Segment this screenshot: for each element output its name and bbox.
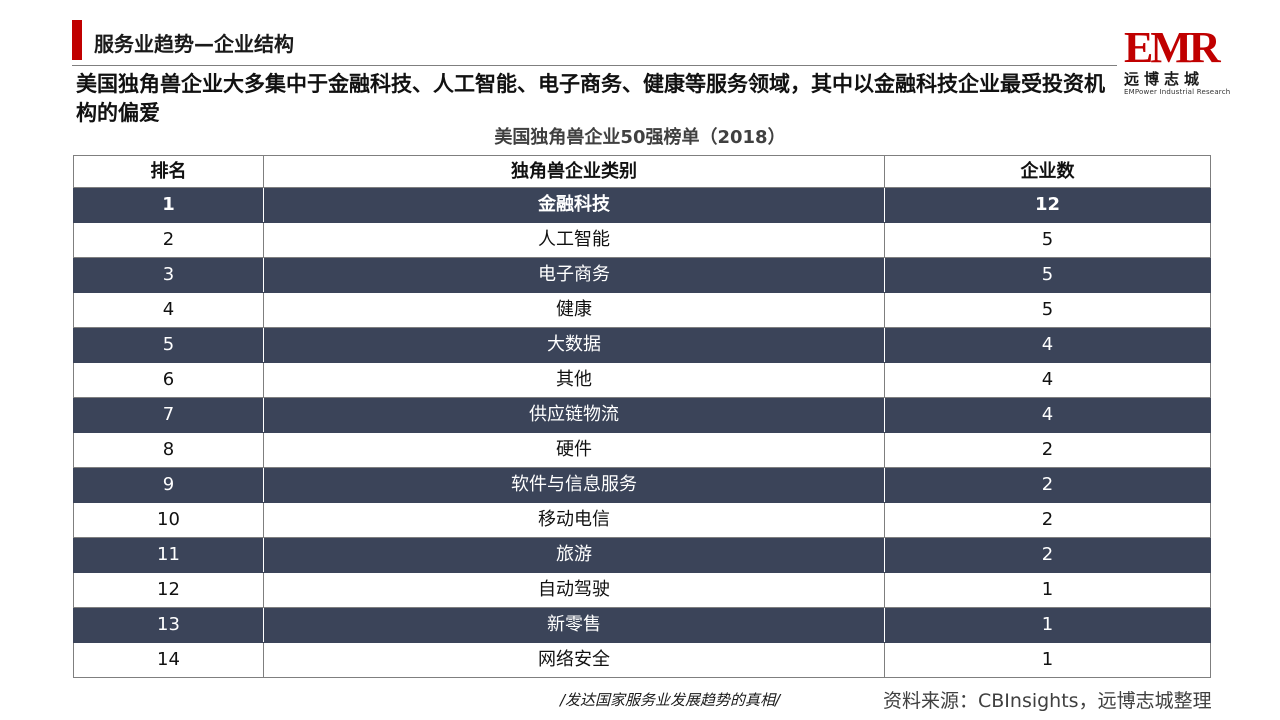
cell-rank: 14 bbox=[73, 642, 264, 678]
emr-logo: EMR 远博志城 EMPower Industrial Research bbox=[1124, 23, 1239, 103]
cell-rank: 12 bbox=[73, 572, 264, 608]
cell-rank: 4 bbox=[73, 292, 264, 328]
cell-count: 1 bbox=[884, 607, 1211, 643]
cell-rank: 11 bbox=[73, 537, 264, 573]
cell-category: 移动电信 bbox=[263, 502, 885, 538]
cell-rank: 5 bbox=[73, 327, 264, 363]
cell-count: 1 bbox=[884, 572, 1211, 608]
cell-rank: 2 bbox=[73, 222, 264, 258]
cell-count: 4 bbox=[884, 327, 1211, 363]
logo-mark: EMR bbox=[1124, 23, 1221, 72]
cell-count: 4 bbox=[884, 397, 1211, 433]
cell-count: 2 bbox=[884, 467, 1211, 503]
table-row: 5 大数据 4 bbox=[73, 327, 1211, 363]
table-title: 美国独角兽企业50强榜单（2018） bbox=[494, 127, 786, 148]
cell-count: 4 bbox=[884, 362, 1211, 398]
table-row: 10 移动电信 2 bbox=[73, 502, 1211, 538]
source-note: 资料来源：CBInsights，远博志城整理 bbox=[883, 690, 1212, 712]
cell-category: 网络安全 bbox=[263, 642, 885, 678]
cell-category: 供应链物流 bbox=[263, 397, 885, 433]
column-header-category: 独角兽企业类别 bbox=[263, 155, 885, 188]
cell-count: 1 bbox=[884, 642, 1211, 678]
cell-rank: 8 bbox=[73, 432, 264, 468]
cell-count: 5 bbox=[884, 257, 1211, 293]
column-header-count: 企业数 bbox=[884, 155, 1211, 188]
table-row: 8 硬件 2 bbox=[73, 432, 1211, 468]
cell-count: 2 bbox=[884, 537, 1211, 573]
table-row: 14 网络安全 1 bbox=[73, 642, 1211, 678]
cell-category: 大数据 bbox=[263, 327, 885, 363]
cell-rank: 1 bbox=[73, 187, 264, 223]
cell-count: 2 bbox=[884, 502, 1211, 538]
cell-count: 5 bbox=[884, 292, 1211, 328]
cell-rank: 3 bbox=[73, 257, 264, 293]
table-row: 12 自动驾驶 1 bbox=[73, 572, 1211, 608]
cell-rank: 6 bbox=[73, 362, 264, 398]
table-row: 1 金融科技 12 bbox=[73, 187, 1211, 223]
cell-category: 硬件 bbox=[263, 432, 885, 468]
cell-rank: 13 bbox=[73, 607, 264, 643]
logo-chinese-name: 远博志城 bbox=[1124, 70, 1205, 88]
cell-category: 软件与信息服务 bbox=[263, 467, 885, 503]
cell-rank: 10 bbox=[73, 502, 264, 538]
table-header-row: 排名 独角兽企业类别 企业数 bbox=[73, 155, 1211, 188]
table-row: 9 软件与信息服务 2 bbox=[73, 467, 1211, 503]
cell-category: 其他 bbox=[263, 362, 885, 398]
table-row: 7 供应链物流 4 bbox=[73, 397, 1211, 433]
cell-count: 2 bbox=[884, 432, 1211, 468]
unicorn-ranking-table: 排名 独角兽企业类别 企业数 1 金融科技 12 2 人工智能 5 3 电子商务 5 4 健康 5 5 大… bbox=[73, 155, 1211, 678]
cell-rank: 9 bbox=[73, 467, 264, 503]
section-title: 服务业趋势—企业结构 bbox=[94, 32, 294, 56]
table-row: 6 其他 4 bbox=[73, 362, 1211, 398]
cell-rank: 7 bbox=[73, 397, 264, 433]
table-row: 2 人工智能 5 bbox=[73, 222, 1211, 258]
table-row: 13 新零售 1 bbox=[73, 607, 1211, 643]
footer-slogan: /发达国家服务业发展趋势的真相/ bbox=[560, 691, 781, 709]
cell-category: 金融科技 bbox=[263, 187, 885, 223]
table-row: 4 健康 5 bbox=[73, 292, 1211, 328]
table-row: 11 旅游 2 bbox=[73, 537, 1211, 573]
cell-category: 健康 bbox=[263, 292, 885, 328]
cell-category: 新零售 bbox=[263, 607, 885, 643]
cell-category: 旅游 bbox=[263, 537, 885, 573]
column-header-rank: 排名 bbox=[73, 155, 264, 188]
cell-count: 12 bbox=[884, 187, 1211, 223]
cell-category: 电子商务 bbox=[263, 257, 885, 293]
cell-category: 人工智能 bbox=[263, 222, 885, 258]
table-row: 3 电子商务 5 bbox=[73, 257, 1211, 293]
title-accent-bar bbox=[72, 20, 82, 60]
header-divider bbox=[72, 65, 1117, 66]
logo-english-name: EMPower Industrial Research bbox=[1124, 88, 1231, 96]
cell-count: 5 bbox=[884, 222, 1211, 258]
page-headline: 美国独角兽企业大多集中于金融科技、人工智能、电子商务、健康等服务领域，其中以金融… bbox=[76, 72, 1105, 125]
cell-category: 自动驾驶 bbox=[263, 572, 885, 608]
